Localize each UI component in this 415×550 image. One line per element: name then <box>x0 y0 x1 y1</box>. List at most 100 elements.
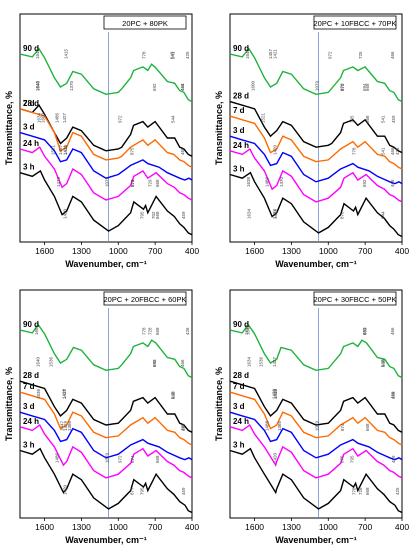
peak-annotation: 1427 <box>62 112 67 123</box>
peak-annotation: 972 <box>118 115 123 123</box>
peak-annotation: 778 <box>352 147 357 155</box>
peak-annotation: 1646 <box>245 48 250 59</box>
peak-annotation: 875 <box>130 147 135 155</box>
peak-annotation: 702 <box>151 211 156 219</box>
x-tick-label: 1300 <box>72 522 91 532</box>
peak-annotation: 795 <box>139 211 144 219</box>
peak-annotation: 466 <box>390 147 395 155</box>
series-line-3h <box>19 169 193 236</box>
x-tick-label: 700 <box>148 522 162 532</box>
series-label: 7 d <box>233 106 245 115</box>
chart-panel-1: 20PC + 80PK 90 d 28 d7 d 3 d 24 h 3 h 1646 1645… <box>4 13 199 269</box>
peak-annotation: 1418 <box>273 388 278 399</box>
peak-annotation: 540 <box>381 359 386 367</box>
peak-annotation: 1419 <box>273 208 278 219</box>
peak-annotation: 1079 <box>315 80 320 91</box>
x-tick-label: 1000 <box>109 522 128 532</box>
y-axis-label: Transmittance, % <box>214 91 224 165</box>
peak-annotation: 694 <box>362 83 367 91</box>
y-axis-label: Transmittance, % <box>4 367 14 441</box>
peak-annotation: 1420 <box>273 452 278 463</box>
peak-annotation: 459 <box>181 487 186 495</box>
peak-annotation: 874 <box>340 423 345 431</box>
series-line-7d <box>19 108 193 168</box>
series-line-24h <box>19 423 193 479</box>
peak-annotation: 466 <box>180 147 185 155</box>
peak-annotation: 1634 <box>246 356 251 367</box>
peak-annotation: 1427 <box>272 208 277 219</box>
x-axis-label: Wavenumber, cm⁻¹ <box>65 535 146 545</box>
peak-annotation: 874 <box>130 455 135 463</box>
chart-panel-2: 20PC + 10FBCC + 70PK 90 d 28 d 7 d 3 d 24 h 3 … <box>214 13 409 269</box>
series-label: 28 d <box>233 92 249 101</box>
peak-annotation: 541 <box>381 115 386 123</box>
peak-annotation: 668 <box>365 83 370 91</box>
x-tick-label: 700 <box>358 522 372 532</box>
peak-annotation: 972 <box>328 51 333 59</box>
peak-annotation: 1385 <box>277 420 282 431</box>
peak-annotation: 544 <box>380 211 385 219</box>
peak-annotation: 540 <box>171 391 176 399</box>
peak-annotation: 1486 <box>55 452 60 463</box>
x-tick-label: 1300 <box>72 246 91 256</box>
peak-annotation: 1645 <box>35 80 40 91</box>
peak-annotation: 1370 <box>69 80 74 91</box>
peak-annotation: 1419 <box>63 420 68 431</box>
peak-annotation: 1447 <box>59 420 64 431</box>
chart-title: 20PC + 20FBCC + 60PK <box>104 295 187 304</box>
peak-annotation: 544 <box>170 115 175 123</box>
series-label: 3 d <box>23 402 35 411</box>
series-line-7d <box>229 391 403 446</box>
peak-annotation: 466 <box>390 179 395 187</box>
x-tick-label: 1600 <box>35 522 54 532</box>
series-line-7d <box>19 391 193 446</box>
peak-annotation: 725 <box>358 51 363 59</box>
series-line-28d <box>229 380 403 433</box>
peak-annotation: 729 <box>148 179 153 187</box>
peak-annotation: 726 <box>358 487 363 495</box>
peak-annotation: 668 <box>155 327 160 335</box>
x-tick-label: 1000 <box>109 246 128 256</box>
peak-annotation: 466 <box>390 51 395 59</box>
peak-annotation: 458 <box>391 391 396 399</box>
plot-frame <box>19 13 193 243</box>
x-tick-label: 400 <box>185 246 199 256</box>
peak-annotation: 778 <box>352 487 357 495</box>
peak-annotation: 872 <box>130 179 135 187</box>
peak-annotation: 689 <box>362 327 367 335</box>
peak-annotation: 668 <box>365 115 370 123</box>
peak-annotation: 548 <box>380 359 385 367</box>
peak-annotation: 425 <box>395 147 400 155</box>
series-line-3h <box>229 447 403 514</box>
series-label: 7 d <box>23 382 35 391</box>
peak-annotation: 1457 <box>58 144 63 155</box>
series-label: 3 d <box>233 402 245 411</box>
peak-annotation: 1386 <box>67 420 72 431</box>
peak-annotation: 541 <box>381 147 386 155</box>
peak-annotation: 1428 <box>62 388 67 399</box>
series-line-24h <box>19 146 193 201</box>
series-line-3d <box>19 411 193 461</box>
peak-annotation: 795 <box>139 487 144 495</box>
chart-title: 20PC + 80PK <box>122 19 168 28</box>
peak-annotation: 1640 <box>36 80 41 91</box>
peak-annotation: 1521 <box>260 112 265 123</box>
series-label: 28 d <box>23 371 39 380</box>
series-line-3h <box>229 171 403 238</box>
series-line-3d <box>229 135 403 185</box>
title-box <box>103 15 187 30</box>
peak-annotation: 668 <box>155 179 160 187</box>
series-line-28d <box>19 380 193 433</box>
peak-annotation: 1415 <box>63 48 68 59</box>
y-axis-label: Transmittance, % <box>214 367 224 441</box>
series-line-3d <box>229 411 403 461</box>
peak-annotation: 1521 <box>50 144 55 155</box>
y-axis-label: Transmittance, % <box>4 91 14 165</box>
peak-annotation: 1634 <box>246 208 251 219</box>
chart-title: 20PC + 10FBCC + 70PK <box>314 19 397 28</box>
peak-annotation: 1652 <box>244 324 249 335</box>
peak-annotation: 1646 <box>35 48 40 59</box>
peak-annotation: 425 <box>395 487 400 495</box>
series-label: 3 h <box>23 441 35 450</box>
peak-annotation: 1638 <box>246 176 251 187</box>
